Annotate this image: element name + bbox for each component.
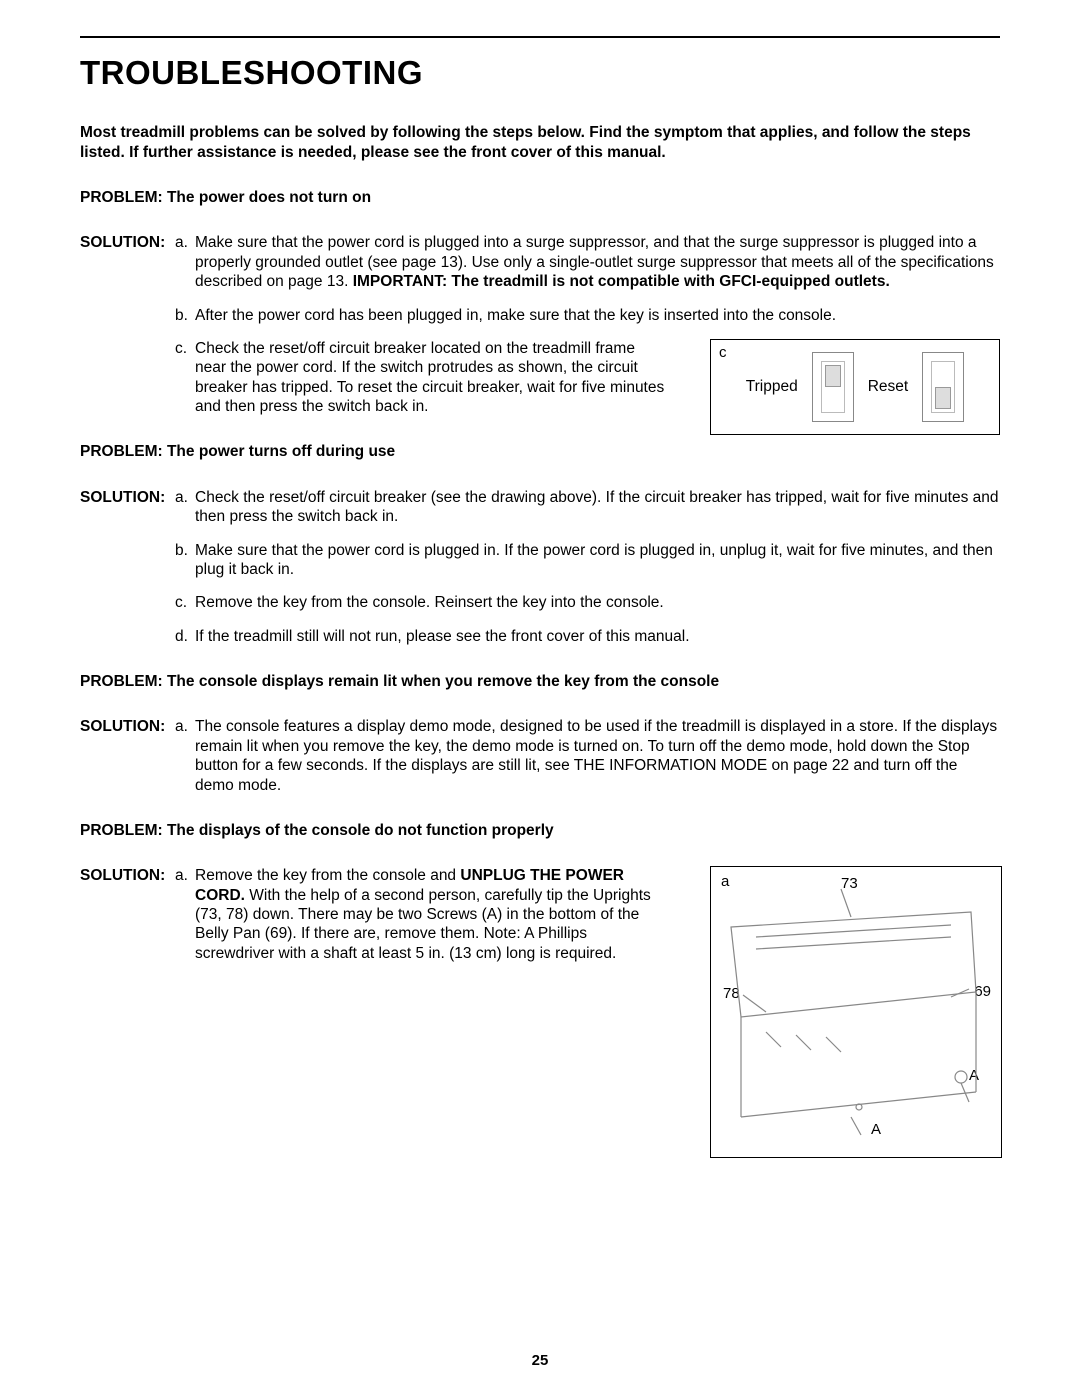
page-number: 25 [0,1352,1080,1371]
label-A2: A [871,1121,881,1140]
diagram-a: a 73 78 69 A A [710,866,1000,1158]
item-letter: d. [175,627,195,646]
item-letter: c. [175,593,195,612]
label-78: 78 [723,985,740,1004]
solution-4a-pre: Remove the key from the console and [195,867,460,884]
solution-2d: If the treadmill still will not run, ple… [195,627,1000,646]
label-73: 73 [841,875,858,894]
intro-text: Most treadmill problems can be solved by… [80,123,1000,162]
item-letter: b. [175,306,195,325]
item-letter: a. [175,717,195,736]
solution-1a: Make sure that the power cord is plugged… [195,233,1000,291]
item-letter: a. [175,233,195,252]
solution-1a-bold: IMPORTANT: The treadmill is not compatib… [353,273,890,290]
label-A1: A [969,1067,979,1086]
solution-2a: Check the reset/off circuit breaker (see… [195,488,1000,527]
diagram-c-letter: c [719,344,727,363]
switch-tripped-icon [812,352,854,422]
problem-3-heading: PROBLEM: The console displays remain lit… [80,672,1000,691]
diagram-a-letter: a [721,873,729,892]
solution-3a: The console features a display demo mode… [195,717,1000,795]
treadmill-line-art-icon [711,867,1001,1157]
solution-1b: After the power cord has been plugged in… [195,306,1000,325]
switch-reset-icon [922,352,964,422]
item-letter: c. [175,339,195,358]
item-letter: a. [175,488,195,507]
tripped-label: Tripped [746,377,798,396]
reset-label: Reset [868,377,909,396]
solution-label-3: SOLUTION: [80,717,175,736]
item-letter: b. [175,541,195,560]
solution-label-2: SOLUTION: [80,488,175,507]
solution-1c: Check the reset/off circuit breaker loca… [195,339,665,417]
item-letter: a. [175,866,195,885]
solution-2b: Make sure that the power cord is plugged… [195,541,1000,580]
solution-4a: Remove the key from the console and UNPL… [195,866,655,963]
page-title: TROUBLESHOOTING [80,52,1000,93]
horizontal-rule [80,36,1000,38]
problem-2-heading: PROBLEM: The power turns off during use [80,442,1000,461]
solution-2c: Remove the key from the console. Reinser… [195,593,1000,612]
solution-label-4: SOLUTION: [80,866,175,885]
solution-label-1: SOLUTION: [80,233,175,252]
diagram-c: c Tripped Reset [710,339,1000,435]
label-69: 69 [974,983,991,1002]
problem-4-heading: PROBLEM: The displays of the console do … [80,821,1000,840]
problem-1-heading: PROBLEM: The power does not turn on [80,188,1000,207]
solution-4a-post: With the help of a second person, carefu… [195,887,651,962]
